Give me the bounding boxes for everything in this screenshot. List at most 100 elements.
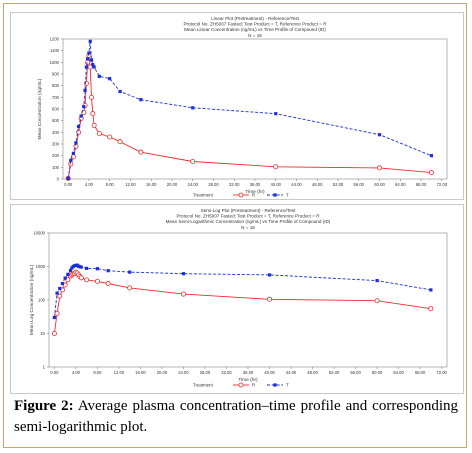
data-point-t — [52, 315, 56, 320]
data-point-t — [58, 286, 62, 291]
data-point-r — [85, 59, 91, 65]
figure-frame: Linear Plot (Pretreatment) - Reference/T… — [3, 3, 467, 448]
data-point-t — [66, 272, 70, 277]
x-tick-label: 68.00 — [416, 182, 427, 187]
x-tick-label: 12.00 — [125, 182, 136, 187]
x-tick-label: 20.00 — [167, 182, 178, 187]
data-point-r — [78, 275, 84, 281]
legend-label: T — [286, 383, 289, 388]
y-tick-label: 700 — [52, 95, 60, 100]
y-tick-label: 0 — [57, 177, 60, 182]
y-tick-label: 1200 — [50, 37, 60, 42]
x-tick-label: 24.00 — [178, 370, 189, 375]
data-point-r — [267, 296, 273, 302]
data-point-t — [82, 105, 86, 109]
y-axis-label: Mean Log Concentration (ng/mL) — [29, 264, 35, 335]
chart-title-line: Mean Linear Concentration (ng/mL) vs Tim… — [184, 27, 326, 32]
data-point-t — [79, 265, 83, 269]
y-tick-label: 800 — [52, 83, 60, 88]
x-tick-label: 36.00 — [250, 182, 261, 187]
data-point-r — [89, 94, 95, 100]
series-line-t — [53, 264, 431, 318]
data-point-r — [107, 134, 113, 140]
data-point-r — [377, 165, 383, 171]
data-point-t — [139, 98, 143, 102]
legend-label: R — [252, 193, 255, 198]
chart-title-line: Linear Plot (Pretreatment) - Reference/T… — [211, 16, 300, 21]
chart-title-line: Protocol No. ZH5007 Fasted; Test Product… — [176, 214, 320, 219]
data-point-t — [429, 288, 433, 292]
y-tick-label: 1100 — [50, 48, 60, 53]
data-point-t — [91, 63, 95, 67]
data-point-r — [90, 111, 96, 117]
legend-title: Treatment — [193, 383, 214, 388]
data-point-t — [79, 114, 83, 118]
y-tick-label: 100 — [38, 298, 46, 303]
series-line-r — [67, 55, 432, 179]
legend-label: T — [286, 193, 289, 198]
x-tick-label: 52.00 — [333, 182, 344, 187]
x-axis-label: Time (hr) — [238, 377, 258, 383]
data-point-r — [117, 139, 123, 145]
x-tick-label: 56.00 — [354, 182, 365, 187]
data-point-r — [105, 281, 111, 287]
x-tick-label: 64.00 — [393, 370, 404, 375]
data-point-r — [273, 164, 279, 170]
y-tick-label: 200 — [52, 153, 60, 158]
chart-title-line: Mean Semi-Logarithmic Concentration (ng/… — [166, 219, 331, 224]
data-point-t — [69, 158, 73, 162]
plot-frame — [62, 38, 448, 180]
data-point-t — [71, 151, 75, 155]
x-tick-label: 48.00 — [312, 182, 323, 187]
data-point-r — [428, 306, 434, 312]
x-tick-label: 64.00 — [395, 182, 406, 187]
x-tick-label: 4.00 — [85, 182, 94, 187]
data-point-t — [89, 58, 94, 62]
data-point-r — [54, 310, 60, 316]
y-axis-label: Mean Concentration (ng/mL) — [37, 78, 43, 139]
data-point-t — [128, 270, 132, 274]
data-point-r — [374, 298, 380, 304]
x-tick-label: 48.00 — [307, 370, 318, 375]
data-point-r — [65, 277, 71, 283]
linear-concentration-chart: Linear Plot (Pretreatment) - Reference/T… — [37, 16, 448, 198]
data-point-r — [180, 291, 186, 297]
data-point-t — [375, 278, 379, 283]
y-tick-label: 1000 — [50, 60, 60, 65]
legend-marker — [238, 382, 244, 388]
x-axis-label: Time (hr) — [245, 189, 265, 195]
data-point-t — [274, 112, 278, 116]
x-tick-label: 40.00 — [271, 182, 282, 187]
y-tick-label: 400 — [52, 130, 60, 135]
data-point-t — [63, 276, 67, 280]
data-point-r — [57, 293, 63, 299]
y-tick-label: 300 — [52, 142, 60, 147]
semilog-plot-panel: Semi-Log Plot (Pretreatment) - Reference… — [10, 204, 464, 394]
chart-title-line: Protocol No. ZH5007 Fasted; Test Product… — [183, 22, 327, 27]
data-point-t — [55, 291, 59, 295]
data-point-t — [95, 267, 100, 271]
y-tick-label: 1000 — [36, 264, 46, 269]
x-tick-label: 44.00 — [286, 370, 297, 375]
caption-label: Figure 2: — [14, 398, 74, 414]
data-point-t — [74, 141, 78, 145]
data-point-t — [66, 176, 70, 181]
data-point-t — [191, 106, 195, 110]
data-point-t — [181, 272, 186, 276]
data-point-t — [92, 65, 96, 69]
data-point-r — [127, 285, 133, 291]
chart-title-line: N = 18 — [248, 33, 262, 38]
x-tick-label: 44.00 — [291, 182, 302, 187]
data-point-t — [76, 124, 81, 129]
data-point-r — [83, 80, 89, 86]
data-point-r — [91, 122, 97, 128]
data-point-t — [87, 51, 91, 55]
data-point-r — [84, 277, 90, 283]
legend-marker — [273, 193, 277, 197]
data-point-r — [51, 331, 57, 337]
data-point-t — [85, 266, 89, 270]
x-tick-label: 28.00 — [208, 182, 219, 187]
legend-marker — [273, 383, 277, 387]
legend-marker — [238, 192, 244, 198]
x-tick-label: 68.00 — [415, 370, 426, 375]
